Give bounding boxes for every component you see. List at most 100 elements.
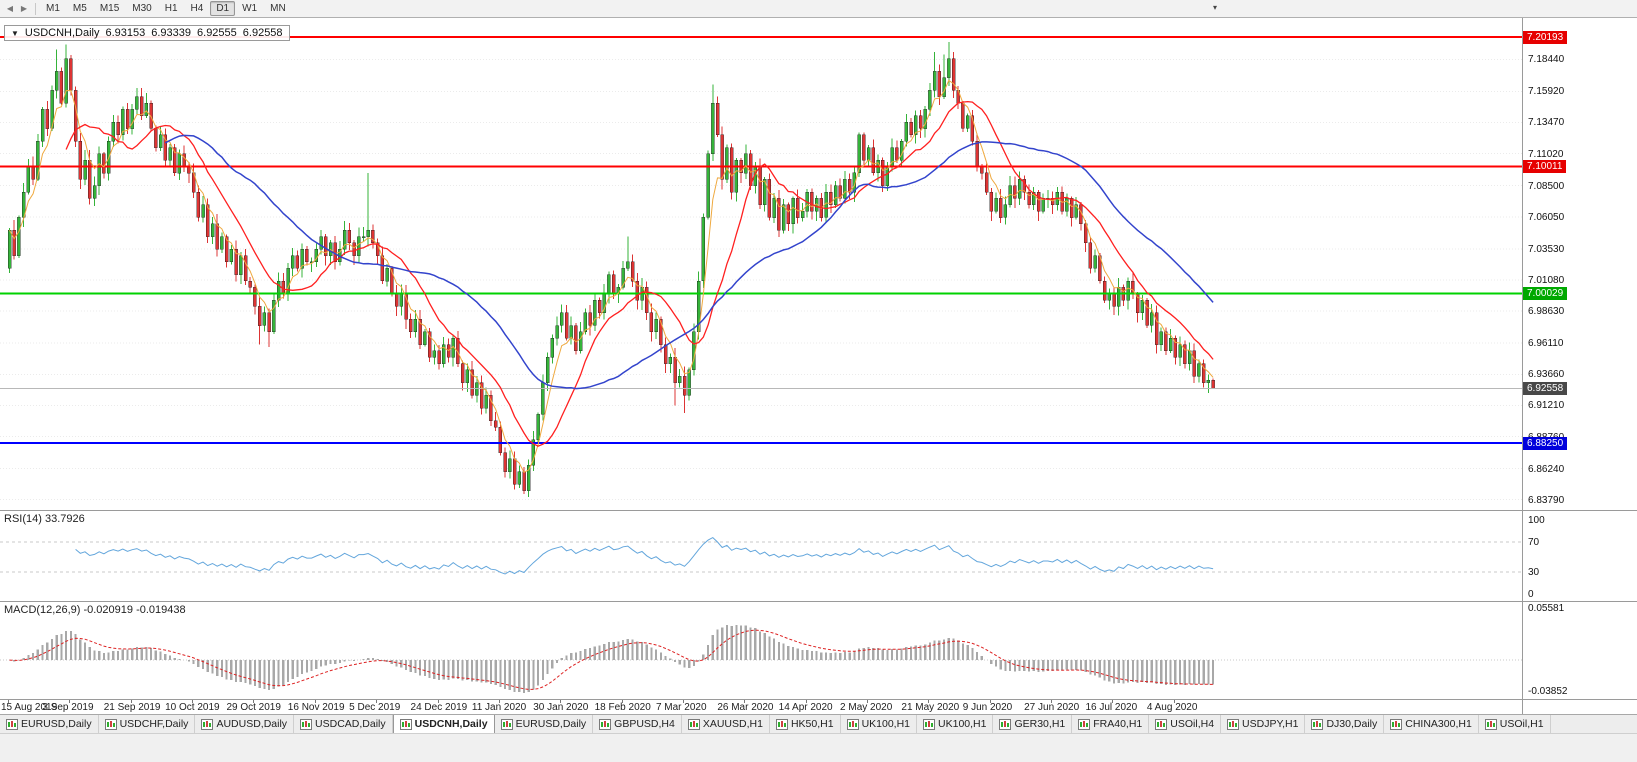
- price-tick-label: 6.93660: [1528, 369, 1565, 381]
- rsi-tick-label: 30: [1528, 566, 1540, 578]
- tab-ger30-h1[interactable]: GER30,H1: [993, 715, 1073, 733]
- tab-eurusd-daily[interactable]: EURUSD,Daily: [0, 715, 99, 733]
- tab-label: EURUSD,Daily: [21, 718, 92, 730]
- axis-separator: [1522, 700, 1523, 714]
- price-level-badge: 7.20193: [1523, 30, 1568, 44]
- timeframe-button-m1[interactable]: M1: [46, 3, 60, 14]
- tab-audusd-daily[interactable]: AUDUSD,Daily: [195, 715, 295, 733]
- timeframe-button-d1[interactable]: D1: [210, 1, 236, 16]
- tab-dj30-daily[interactable]: DJ30,Daily: [1305, 715, 1385, 733]
- price-tick-label: 6.96110: [1528, 338, 1564, 350]
- price-level-badge: 6.88250: [1523, 436, 1568, 450]
- timeframe-button-w1[interactable]: W1: [242, 3, 258, 14]
- chart-icon: [1390, 718, 1403, 730]
- main-chart-panel: 7.18440 7.15920 7.13470 7.11020 7.08500 7.060…: [0, 18, 1637, 510]
- tab-usdjpy-h1[interactable]: USDJPY,H1: [1221, 715, 1306, 733]
- tab-usdchf-daily[interactable]: USDCHF,Daily: [98, 715, 196, 733]
- ohlc-close: 6.92558: [242, 27, 283, 39]
- tab-china300-h1[interactable]: CHINA300,H1: [1384, 715, 1479, 733]
- tab-gbpusd-h4[interactable]: GBPUSD,H4: [593, 715, 682, 733]
- timeframe-button-mn[interactable]: MN: [270, 3, 286, 14]
- rsi-tick-label: 100: [1528, 515, 1545, 526]
- chart-icon: [846, 718, 859, 730]
- rsi-panel: 100 70 30 0 RSI(14) 33.7926: [0, 510, 1637, 601]
- timeframe-button-h1[interactable]: H1: [164, 3, 178, 14]
- tab-usdcad-daily[interactable]: USDCAD,Daily: [294, 715, 393, 733]
- macd-canvas[interactable]: [0, 602, 1522, 700]
- tab-usdcnh-daily[interactable]: USDCNH,Daily: [392, 715, 495, 733]
- timeframe-button-m30[interactable]: M30: [132, 3, 152, 14]
- price-tick-label: 6.83790: [1528, 494, 1565, 506]
- chart-icon: [104, 718, 117, 730]
- date-axis: 15 Aug 2019 3 Sep 2019 21 Sep 2019 10 Oct 2…: [0, 699, 1637, 714]
- date-tick: [744, 700, 746, 703]
- date-tick: [867, 700, 869, 703]
- macd-label: MACD(12,26,9) -0.020919 -0.019438: [4, 604, 186, 616]
- tab-xauusd-h1[interactable]: XAUUSD,H1: [681, 715, 770, 733]
- tab-eurusd-daily[interactable]: EURUSD,Daily: [494, 715, 594, 733]
- scroll-right-icon[interactable]: ▶: [20, 4, 28, 13]
- price-tick-label: 7.01080: [1528, 274, 1565, 286]
- chart-icon: [775, 718, 788, 730]
- tab-label: USDCHF,Daily: [119, 718, 189, 730]
- timeframe-button-h4[interactable]: H4: [190, 3, 204, 14]
- rsi-canvas[interactable]: [0, 511, 1522, 602]
- price-level-badge: 6.92558: [1523, 381, 1568, 395]
- tab-label: UK100,H1: [861, 718, 911, 730]
- date-label: 14 Apr 2020: [778, 702, 833, 713]
- date-tick: [130, 700, 132, 703]
- collapse-arrow-icon[interactable]: ▼: [11, 28, 19, 38]
- date-label: 21 May 2020: [901, 702, 960, 713]
- chart-icon: [999, 718, 1012, 730]
- tab-label: USDJPY,H1: [1242, 718, 1299, 730]
- price-tick-label: 6.98630: [1528, 306, 1565, 318]
- date-label: 24 Dec 2019: [410, 702, 468, 713]
- timeframe-button-m5[interactable]: M5: [72, 3, 87, 14]
- chart-icon: [1155, 718, 1168, 730]
- tab-hk50-h1[interactable]: HK50,H1: [769, 715, 841, 733]
- date-tick: [69, 700, 71, 703]
- chart-icon: [300, 718, 313, 730]
- date-label: 15 Aug 2019: [1, 702, 58, 713]
- status-bar: [0, 733, 1637, 762]
- date-label: 16 Jul 2020: [1085, 702, 1138, 713]
- date-label: 9 Jun 2020: [962, 702, 1013, 713]
- tab-usoil-h1[interactable]: USOil,H1: [1478, 715, 1551, 733]
- chart-icon: [923, 718, 936, 730]
- rsi-axis: 100 70 30 0: [1522, 511, 1637, 601]
- timeframe-button-m15[interactable]: M15: [99, 3, 120, 14]
- date-tick: [928, 700, 930, 703]
- price-tick-label: 7.03530: [1528, 243, 1565, 255]
- tab-uk100-h1[interactable]: UK100,H1: [917, 715, 994, 733]
- chart-title: USDCNH,Daily: [24, 27, 100, 39]
- ohlc-open: 6.93153: [105, 27, 146, 39]
- date-label: 18 Feb 2020: [594, 702, 651, 713]
- date-label: 3 Sep 2019: [42, 702, 94, 713]
- ohlc-low: 6.92555: [197, 27, 237, 39]
- tab-label: USOil,H1: [1499, 718, 1544, 730]
- date-label: 21 Sep 2019: [103, 702, 161, 713]
- tab-usoil-h4[interactable]: USOil,H4: [1149, 715, 1222, 733]
- date-tick: [621, 700, 623, 703]
- main-chart-canvas[interactable]: [0, 18, 1522, 510]
- tab-label: FRA40,H1: [1093, 718, 1143, 730]
- date-tick: [498, 700, 500, 703]
- price-tick-label: 7.18440: [1528, 54, 1565, 66]
- tab-uk100-h1[interactable]: UK100,H1: [840, 715, 918, 733]
- timeframe-buttons: M1 M5 M15 M30 H1 H4 D1 W1 MN: [40, 1, 293, 16]
- date-label: 10 Oct 2019: [165, 702, 220, 713]
- tab-label: AUDUSD,Daily: [216, 718, 288, 730]
- scroll-left-icon[interactable]: ◀: [6, 4, 14, 13]
- date-tick: [314, 700, 316, 703]
- chart-info-box: ▼ USDCNH,Daily 6.93153 6.93339 6.92555 6…: [4, 25, 290, 41]
- tab-fra40-h1[interactable]: FRA40,H1: [1072, 715, 1150, 733]
- toolbar: ◀ ▶ M1 M5 M15 M30 H1 H4 D1 W1 MN ▾: [0, 0, 1637, 18]
- chart-icon: [201, 718, 214, 730]
- tab-label: CHINA300,H1: [1405, 718, 1472, 730]
- toolbar-overflow-icon[interactable]: ▾: [1213, 3, 1218, 12]
- date-label: 2 May 2020: [840, 702, 893, 713]
- price-tick-label: 7.11020: [1528, 148, 1564, 160]
- date-tick: [1173, 700, 1175, 703]
- date-tick: [682, 700, 684, 703]
- date-tick: [253, 700, 255, 703]
